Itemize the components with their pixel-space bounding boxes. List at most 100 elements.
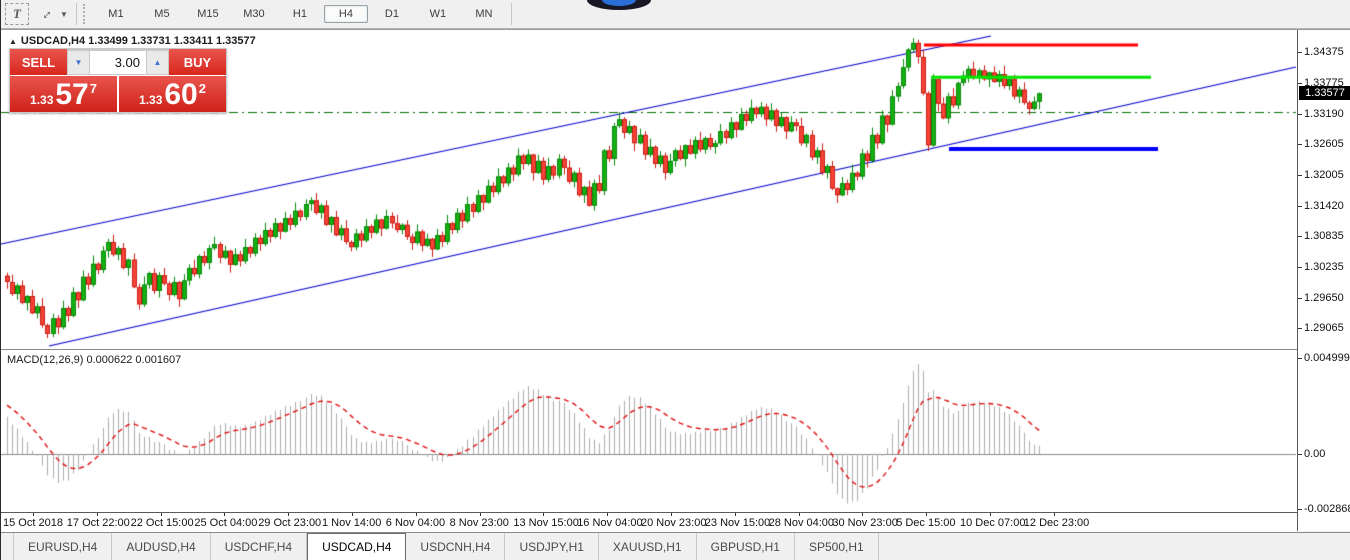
- chart-tab-usdjpy[interactable]: USDJPY,H1: [505, 533, 599, 560]
- time-axis-tick: [798, 513, 800, 516]
- timeframe-button-d1[interactable]: D1: [384, 8, 399, 20]
- sell-price-prefix: 1.33: [30, 93, 54, 107]
- symbol-ohlc-text: USDCAD,H4 1.33499 1.33731 1.33411 1.3357…: [20, 35, 256, 47]
- time-axis-tick: [990, 513, 991, 516]
- sell-button[interactable]: SELL: [10, 49, 67, 75]
- chart-tab-eurusd[interactable]: EURUSD,H4: [13, 533, 113, 560]
- price-axis-label: 1.29650: [1298, 291, 1344, 304]
- buy-price-big: 60: [164, 78, 198, 111]
- time-axis-label: 13 Nov 15:00: [513, 517, 579, 529]
- timeframe-button-m1[interactable]: M1: [108, 8, 124, 20]
- time-axis-label: 23 Nov 15:00: [704, 517, 771, 529]
- price-axis-label: 1.30835: [1298, 230, 1344, 242]
- camera-notch: [587, 0, 651, 10]
- price-axis-label: 1.34375: [1298, 46, 1344, 58]
- time-axis[interactable]: 15 Oct 2018 17 Oct 22:00 22 Oct 15:00 25 Oc…: [1, 512, 1297, 532]
- time-axis-tick: [224, 513, 226, 516]
- time-axis-tick: [543, 513, 545, 516]
- chart-tab-sp500[interactable]: SP500,H1: [795, 533, 879, 560]
- timeframe-button-m30[interactable]: M30: [243, 8, 265, 20]
- time-axis-tick: [33, 513, 34, 516]
- toolbar-separator: [75, 3, 77, 25]
- time-axis-label: 30 Nov 23:00: [832, 517, 898, 529]
- buy-price-display[interactable]: 1.33 60 2: [119, 76, 226, 112]
- timeframe-button-h4[interactable]: H4: [323, 5, 368, 23]
- cursor-mode-icon[interactable]: ↕: [39, 5, 57, 23]
- timeframe-button-w1[interactable]: W1: [429, 8, 447, 20]
- time-axis-label: 29 Oct 23:00: [258, 517, 322, 529]
- price-axis-label: 1.30235: [1298, 261, 1344, 274]
- time-axis-tick: [96, 513, 98, 516]
- toolbar-grip[interactable]: [82, 4, 88, 24]
- chevron-down-icon[interactable]: ▼: [60, 9, 68, 19]
- toolbar: T ↕ ▼ M1 M5 M15 M30 H1 H4 D1 W1 MN: [1, 0, 1350, 29]
- time-axis-tick: [926, 513, 928, 516]
- time-axis-label: 28 Nov 04:00: [768, 517, 835, 529]
- time-axis-label: 16 Nov 04:00: [577, 517, 643, 529]
- volume-stepper: ▼ 3.00 ▲: [67, 49, 169, 75]
- chart-tab-bar: EURUSD,H4 AUDUSD,H4 USDCHF,H4 USDCAD,H4 USDC…: [1, 532, 1350, 560]
- time-axis-label: 6 Nov 04:00: [385, 517, 446, 529]
- price-axis-label: 1.32605: [1298, 138, 1344, 150]
- chart-window: ▲ USDCAD,H4 1.33499 1.33731 1.33411 1.335…: [1, 29, 1350, 532]
- macd-axis-label: -0.002868: [1298, 503, 1350, 515]
- text-label-tool-icon[interactable]: T: [5, 3, 29, 25]
- price-axis-label: 1.33775: [1298, 77, 1344, 90]
- time-axis-tick: [862, 513, 864, 516]
- time-axis-tick: [352, 513, 353, 516]
- time-axis-tick: [160, 513, 162, 516]
- pane-splitter[interactable]: [1, 349, 1297, 350]
- time-axis-label: 8 Nov 23:00: [449, 517, 509, 529]
- price-axis-label: 1.29065: [1298, 322, 1344, 334]
- timeframe-button-h1[interactable]: H1: [292, 8, 307, 20]
- time-axis-label: 1 Nov 14:00: [322, 517, 382, 529]
- time-axis-tick: [607, 513, 609, 516]
- chart-tab-gbpusd[interactable]: GBPUSD,H1: [697, 533, 795, 560]
- toolbar-separator: [510, 3, 512, 25]
- time-axis-tick: [288, 513, 290, 516]
- time-axis-tick: [479, 513, 481, 516]
- time-axis-label: 22 Oct 15:00: [130, 517, 194, 529]
- volume-decrease-button[interactable]: ▼: [67, 50, 90, 75]
- time-axis-label: 17 Oct 22:00: [66, 517, 130, 529]
- time-axis-tick: [671, 513, 672, 516]
- price-axis-label: 1.33190: [1298, 107, 1344, 120]
- chart-tab-usdcnh[interactable]: USDCNH,H4: [406, 533, 506, 560]
- sell-price-big: 57: [55, 78, 89, 111]
- volume-field[interactable]: 3.00: [90, 50, 146, 75]
- one-click-trading-panel: SELL ▼ 3.00 ▲ BUY 1.33 57 7 1.33 60 2: [9, 48, 227, 113]
- sell-price-sup: 7: [89, 81, 97, 96]
- time-axis-label: 12 Dec 23:00: [1023, 517, 1090, 529]
- chart-tab-audusd[interactable]: AUDUSD,H4: [112, 533, 211, 560]
- time-axis-tick: [734, 513, 736, 516]
- buy-price-prefix: 1.33: [139, 93, 163, 107]
- chart-tab-usdchf[interactable]: USDCHF,H4: [211, 533, 308, 560]
- timeframe-button-mn[interactable]: MN: [475, 8, 493, 20]
- symbol-info-line: ▲ USDCAD,H4 1.33499 1.33731 1.33411 1.335…: [9, 35, 256, 47]
- time-axis-label: 25 Oct 04:00: [194, 517, 258, 529]
- time-axis-tick: [415, 513, 417, 516]
- volume-increase-button[interactable]: ▲: [146, 50, 169, 75]
- macd-axis-label: 0.004999: [1298, 352, 1350, 365]
- timeframe-button-group: M1 M5 M15 M30 H1 H4 D1 W1 MN: [93, 5, 507, 23]
- sell-price-display[interactable]: 1.33 57 7: [10, 76, 117, 112]
- macd-axis-label: 0.00: [1297, 448, 1326, 460]
- chart-tab-xauusd[interactable]: XAUUSD,H1: [599, 533, 697, 560]
- time-axis-label: 15 Oct 2018: [3, 517, 63, 529]
- time-axis-label: 20 Nov 23:00: [641, 517, 707, 529]
- price-axis-label: 1.31420: [1298, 199, 1344, 212]
- macd-indicator-canvas[interactable]: [1, 350, 1297, 512]
- price-axis-label: 1.32005: [1298, 169, 1344, 182]
- timeframe-button-m5[interactable]: M5: [154, 8, 170, 20]
- panel-collapse-icon[interactable]: ▲: [9, 37, 17, 46]
- timeframe-button-m15[interactable]: M15: [197, 8, 219, 20]
- macd-indicator-label: MACD(12,26,9) 0.000622 0.001607: [7, 354, 182, 366]
- current-price-tag: 1.33577: [1299, 86, 1350, 101]
- chart-tab-usdcad[interactable]: USDCAD,H4: [307, 533, 407, 560]
- price-axis: 1.34375 1.33775 1.33190 1.32605 1.32005 1.314…: [1297, 30, 1350, 531]
- time-axis-tick: [1053, 513, 1055, 516]
- time-axis-label: 5 Dec 15:00: [896, 517, 956, 529]
- buy-price-sup: 2: [198, 81, 206, 96]
- buy-button[interactable]: BUY: [169, 49, 226, 75]
